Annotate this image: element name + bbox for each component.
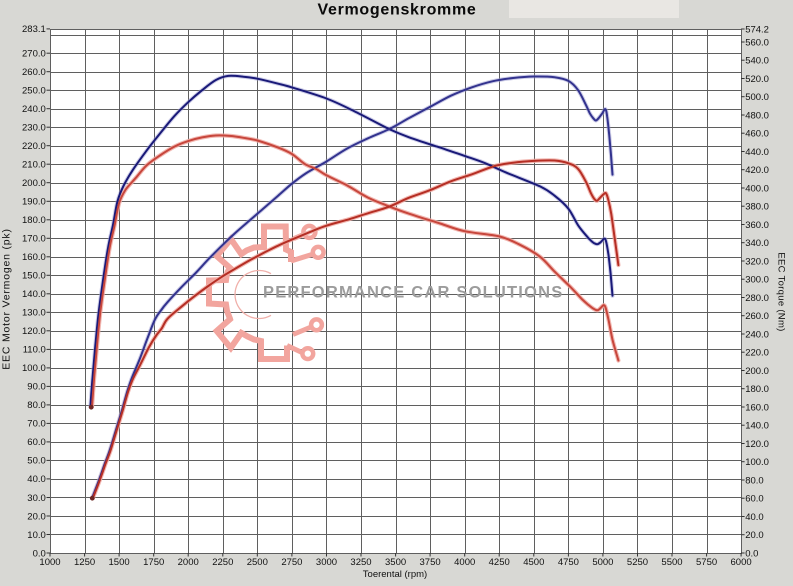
svg-text:400.0: 400.0 [745,183,769,194]
svg-text:4000: 4000 [454,557,475,568]
svg-text:150.0: 150.0 [22,271,46,282]
svg-text:380.0: 380.0 [745,202,769,213]
svg-text:40.0: 40.0 [27,474,46,485]
svg-text:220.0: 220.0 [22,141,46,152]
svg-text:120.0: 120.0 [22,326,46,337]
svg-text:420.0: 420.0 [745,165,769,176]
svg-text:60.0: 60.0 [27,437,46,448]
svg-text:50.0: 50.0 [27,456,46,467]
svg-text:220.0: 220.0 [745,348,769,359]
svg-text:5500: 5500 [661,557,682,568]
svg-text:100.0: 100.0 [745,457,769,468]
svg-text:40.0: 40.0 [745,512,764,523]
svg-text:180.0: 180.0 [745,384,769,395]
svg-text:PERFORMANCE CAR SOLUTIONS: PERFORMANCE CAR SOLUTIONS [263,284,563,302]
svg-text:200.0: 200.0 [745,366,769,377]
svg-text:300.0: 300.0 [745,275,769,286]
svg-text:1500: 1500 [109,557,130,568]
svg-text:230.0: 230.0 [22,123,46,134]
svg-text:110.0: 110.0 [23,345,46,356]
svg-text:140.0: 140.0 [22,289,46,300]
svg-text:3500: 3500 [385,557,406,568]
svg-text:260.0: 260.0 [745,311,769,322]
svg-text:280.0: 280.0 [745,293,769,304]
svg-text:360.0: 360.0 [745,220,769,231]
svg-text:130.0: 130.0 [22,308,46,319]
svg-text:1000: 1000 [39,557,60,568]
svg-text:5750: 5750 [696,557,717,568]
svg-text:4500: 4500 [523,557,544,568]
svg-text:6000: 6000 [731,557,752,568]
svg-text:4250: 4250 [489,557,510,568]
svg-text:0.0: 0.0 [745,548,758,559]
svg-text:5250: 5250 [627,557,648,568]
svg-text:60.0: 60.0 [745,494,764,505]
svg-text:4750: 4750 [558,557,579,568]
svg-text:340.0: 340.0 [745,238,769,249]
svg-text:440.0: 440.0 [745,147,769,158]
svg-text:80.0: 80.0 [745,475,764,486]
svg-text:20.0: 20.0 [745,530,764,541]
svg-text:460.0: 460.0 [745,129,769,140]
svg-text:3250: 3250 [350,557,371,568]
svg-text:480.0: 480.0 [745,110,769,121]
svg-text:320.0: 320.0 [745,256,769,267]
svg-text:EEC Torque (Nm): EEC Torque (Nm) [776,252,787,331]
svg-text:500.0: 500.0 [745,92,769,103]
svg-text:260.0: 260.0 [22,67,46,78]
svg-text:EEC Motor Vermogen (pk): EEC Motor Vermogen (pk) [1,228,13,370]
svg-text:30.0: 30.0 [27,493,46,504]
svg-text:120.0: 120.0 [745,439,769,450]
svg-text:520.0: 520.0 [745,74,769,85]
svg-text:210.0: 210.0 [22,160,46,171]
svg-text:2500: 2500 [247,557,268,568]
svg-text:180.0: 180.0 [22,215,46,226]
svg-text:1750: 1750 [143,557,164,568]
svg-text:2000: 2000 [178,557,199,568]
svg-text:3750: 3750 [420,557,441,568]
svg-text:90.0: 90.0 [27,382,46,393]
svg-text:10.0: 10.0 [27,530,46,541]
svg-text:574.2: 574.2 [745,24,769,35]
svg-text:2750: 2750 [281,557,302,568]
svg-text:3000: 3000 [316,557,337,568]
svg-text:160.0: 160.0 [745,402,769,413]
svg-text:100.0: 100.0 [22,363,46,374]
svg-text:240.0: 240.0 [745,329,769,340]
svg-text:170.0: 170.0 [22,234,46,245]
svg-text:250.0: 250.0 [22,86,46,97]
svg-text:200.0: 200.0 [22,178,46,189]
svg-text:80.0: 80.0 [27,400,46,411]
svg-text:0.0: 0.0 [33,548,46,559]
svg-text:560.0: 560.0 [745,37,769,48]
svg-text:Toerental (rpm): Toerental (rpm) [363,569,427,580]
svg-text:160.0: 160.0 [22,252,46,263]
svg-text:70.0: 70.0 [27,419,46,430]
svg-text:540.0: 540.0 [745,56,769,67]
svg-text:5000: 5000 [592,557,613,568]
svg-text:240.0: 240.0 [22,104,46,115]
svg-text:283.1: 283.1 [22,24,46,35]
svg-text:2250: 2250 [212,557,233,568]
svg-text:140.0: 140.0 [745,421,769,432]
svg-text:Vermogenskromme: Vermogenskromme [317,2,476,19]
svg-text:270.0: 270.0 [22,49,46,60]
svg-text:20.0: 20.0 [27,511,46,522]
svg-text:190.0: 190.0 [22,197,46,208]
svg-text:1250: 1250 [74,557,95,568]
